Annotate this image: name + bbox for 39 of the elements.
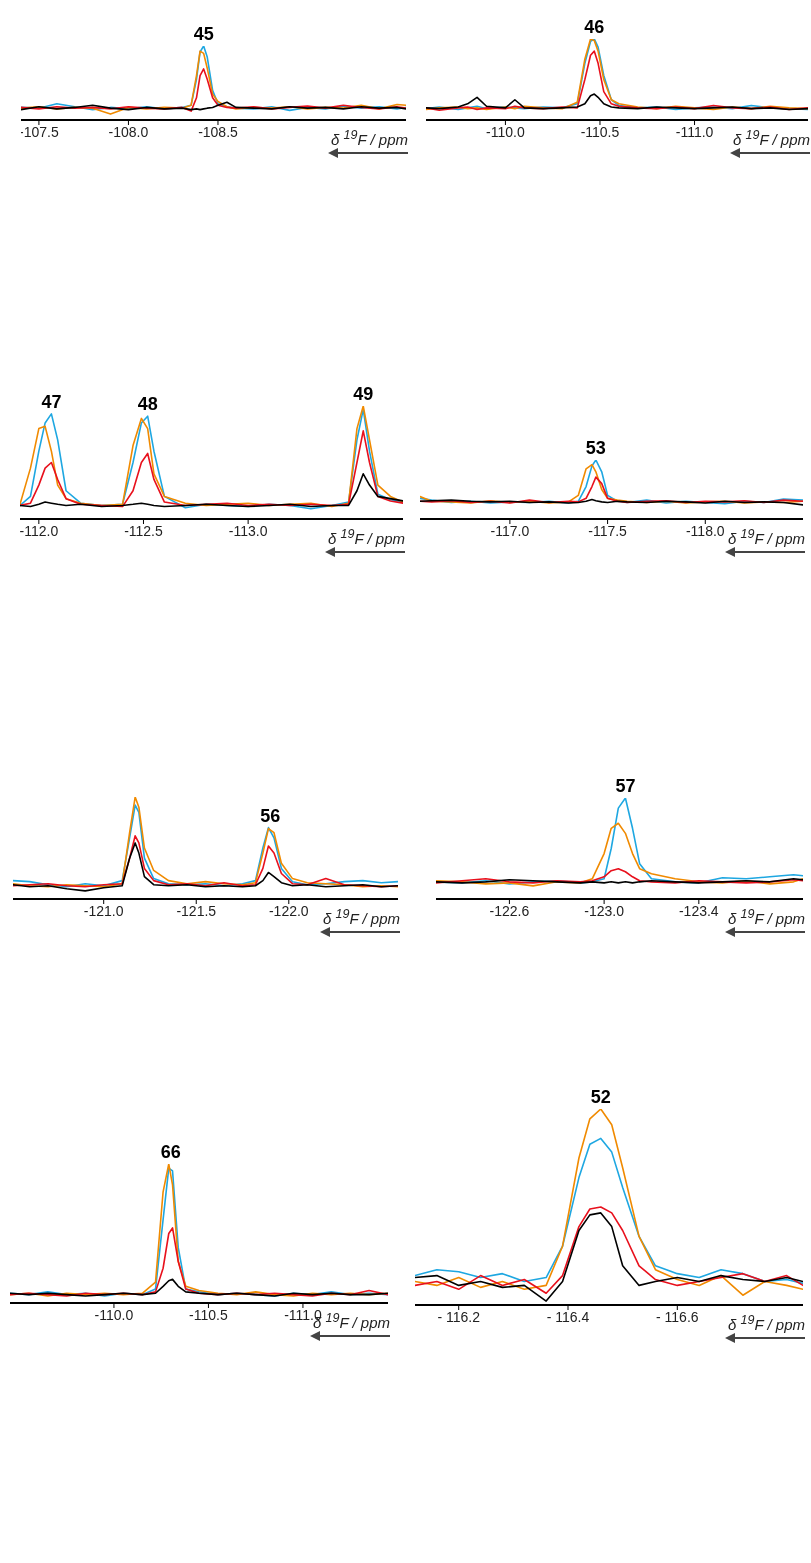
x-tick-label: -108.0 bbox=[108, 123, 149, 140]
x-axis-title: δ $^{19}$F / ppm bbox=[733, 127, 810, 149]
x-tick-label: -117.0 bbox=[490, 522, 530, 539]
x-tick-label: -122.6 bbox=[489, 902, 530, 919]
x-axis-title: δ $^{19}$F / ppm bbox=[728, 1312, 805, 1334]
annotation: 49 bbox=[353, 384, 374, 404]
x-tick-label: - 116.4 bbox=[546, 1308, 590, 1325]
x-tick-label: -112.0 bbox=[19, 522, 59, 539]
annotation: 52 bbox=[590, 1087, 611, 1107]
x-tick-label: -110.5 bbox=[580, 123, 620, 140]
annotation: 53 bbox=[585, 438, 606, 458]
x-tick-label: -110.0 bbox=[486, 123, 525, 140]
x-axis-title: δ $^{19}$F / ppm bbox=[728, 526, 805, 548]
x-tick-label: -113.0 bbox=[228, 522, 268, 539]
annotation: 66 bbox=[160, 1142, 181, 1162]
annotation: 46 bbox=[584, 17, 605, 37]
annotation: 47 bbox=[41, 391, 62, 412]
x-tick-label: -112.5 bbox=[124, 522, 164, 539]
x-tick-label: -108.5 bbox=[198, 123, 239, 140]
x-tick-label: - 116.6 bbox=[656, 1308, 699, 1325]
x-axis-title: δ $^{19}$F / ppm bbox=[331, 127, 408, 149]
annotation: 57 bbox=[615, 776, 636, 796]
x-tick-label: - 116.2 bbox=[437, 1308, 481, 1325]
x-axis-title: δ $^{19}$F / ppm bbox=[323, 906, 400, 928]
x-tick-label: -118.0 bbox=[685, 522, 725, 539]
x-tick-label: -117.5 bbox=[588, 522, 628, 539]
x-tick-label: -123.4 bbox=[678, 902, 719, 919]
annotation: 48 bbox=[137, 394, 158, 415]
x-tick-label: -121.5 bbox=[176, 902, 217, 919]
x-tick-label: -111.0 bbox=[675, 123, 714, 140]
x-axis-title: δ $^{19}$F / ppm bbox=[728, 906, 805, 928]
annotation: 56 bbox=[260, 805, 281, 826]
x-tick-label: -110.5 bbox=[189, 1306, 228, 1323]
annotation: 45 bbox=[193, 24, 214, 44]
x-axis-title: δ $^{19}$F / ppm bbox=[328, 526, 405, 548]
x-tick-label: -123.0 bbox=[584, 902, 625, 919]
x-tick-label: -122.0 bbox=[268, 902, 309, 919]
x-tick-label: -121.0 bbox=[83, 902, 124, 919]
x-tick-label: -110.0 bbox=[94, 1306, 134, 1323]
